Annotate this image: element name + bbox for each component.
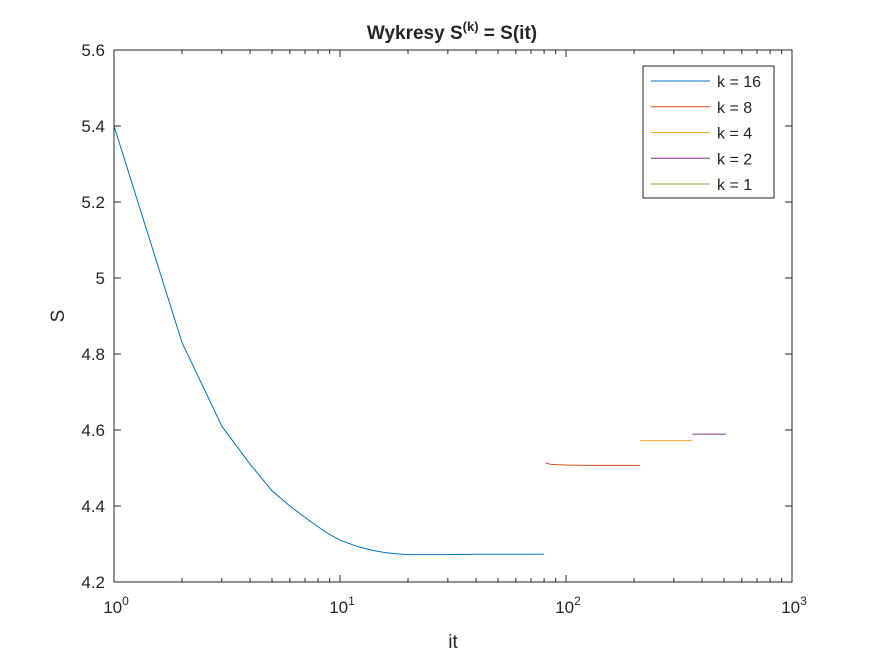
x-axis-label: it — [448, 632, 458, 653]
legend-label-2: k = 4 — [717, 126, 752, 143]
x-tick-label-3: 103 — [781, 594, 807, 617]
legend-label-0: k = 16 — [717, 74, 761, 91]
y-tick-labels: 4.2 4.4 4.6 4.8 5 5.2 5.4 5.6 — [81, 41, 105, 592]
x-tick-label-1: 101 — [329, 594, 355, 617]
axis-ticks — [113, 49, 793, 583]
x-tick-label-0: 100 — [103, 594, 129, 617]
x-tick-labels: 100 101 102 103 — [103, 594, 807, 617]
plot-series — [113, 125, 726, 556]
y-tick-label-4: 5 — [96, 269, 105, 288]
y-tick-label-2: 4.6 — [81, 421, 105, 440]
series-line-1 — [545, 462, 640, 466]
y-tick-label-5: 5.2 — [81, 193, 105, 212]
legend-label-4: k = 1 — [717, 177, 752, 194]
x-tick-label-2: 102 — [555, 594, 581, 617]
y-tick-label-1: 4.4 — [81, 497, 105, 516]
y-tick-label-7: 5.6 — [81, 41, 105, 60]
legend: k = 16 k = 8 k = 4 k = 2 k = 1 — [642, 65, 775, 199]
y-tick-label-3: 4.8 — [81, 345, 105, 364]
axes-frame — [113, 49, 793, 583]
chart-title-suffix: = S(it) — [479, 23, 538, 44]
legend-items: k = 16 k = 8 k = 4 k = 2 k = 1 — [651, 74, 761, 194]
chart-title: Wykresy S(k) = S(it) — [367, 19, 537, 44]
y-tick-label-6: 5.4 — [81, 117, 105, 136]
chart-title-superscript: (k) — [463, 19, 479, 34]
y-tick-label-0: 4.2 — [81, 573, 105, 592]
chart-title-prefix: Wykresy S — [367, 23, 463, 44]
legend-label-3: k = 2 — [717, 151, 752, 168]
y-axis-label: S — [48, 310, 69, 323]
legend-label-1: k = 8 — [717, 100, 752, 117]
series-line-0 — [113, 125, 545, 556]
